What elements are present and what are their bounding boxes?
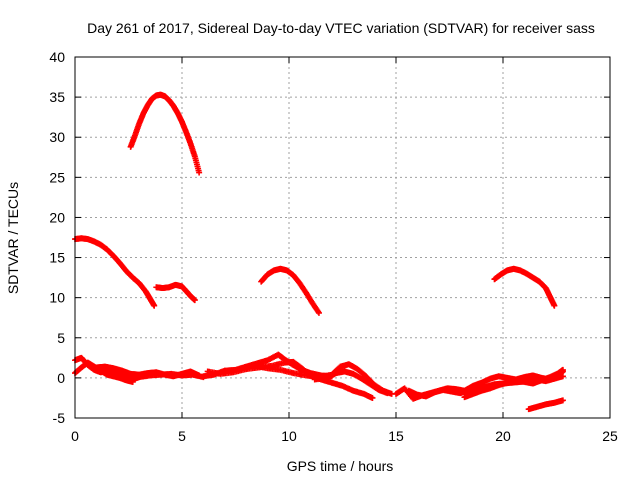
series-base-g	[311, 368, 391, 397]
data-point-marker	[559, 397, 566, 404]
plot-frame	[74, 56, 611, 419]
x-tick-label: 10	[281, 428, 297, 444]
y-tick-label: -5	[53, 410, 66, 426]
y-tick-label: 35	[49, 89, 65, 105]
x-tick-label: 0	[71, 428, 79, 444]
series-base-i	[405, 373, 566, 400]
axis-ticks: 0 5 10 15 20 25 -5 0 5 10 15 20 25 30 35 40	[49, 49, 618, 444]
x-tick-label: 15	[388, 428, 404, 444]
x-tick-label: 20	[495, 428, 511, 444]
data-point-marker	[196, 169, 203, 176]
y-tick-label: 0	[57, 370, 65, 386]
data-point-marker	[315, 309, 322, 316]
series-arc-mid	[258, 265, 322, 316]
data-point-marker	[196, 372, 203, 379]
series-base-k	[525, 397, 566, 413]
data-point-marker	[191, 297, 198, 304]
x-axis-label: GPS time / hours	[287, 458, 394, 474]
y-tick-label: 40	[49, 49, 65, 65]
y-tick-label: 20	[49, 209, 65, 225]
data-point-marker	[551, 302, 558, 309]
series-base-b	[72, 359, 136, 385]
x-tick-label: 5	[178, 428, 186, 444]
series-arc-right	[491, 265, 558, 309]
y-axis-label: SDTVAR / TECUs	[5, 182, 21, 294]
x-tick-label: 25	[602, 428, 618, 444]
y-tick-label: 25	[49, 169, 65, 185]
chart-title: Day 261 of 2017, Sidereal Day-to-day VTE…	[87, 20, 595, 36]
series-arc-left	[72, 235, 158, 309]
y-tick-label: 5	[57, 330, 65, 346]
y-tick-label: 10	[49, 290, 65, 306]
data-point-marker	[151, 302, 158, 309]
data-point-marker	[369, 394, 376, 401]
y-tick-label: 15	[49, 250, 65, 266]
data-point-marker	[559, 366, 566, 373]
plot-markers	[72, 91, 566, 413]
series-arc-high	[127, 91, 203, 176]
data-point-marker	[559, 373, 566, 380]
data-point-marker	[384, 390, 391, 397]
data-point-marker	[129, 378, 136, 385]
series-arc-small	[153, 281, 198, 304]
y-tick-label: 30	[49, 129, 65, 145]
series-base-j	[461, 366, 566, 401]
series-base-c	[93, 363, 203, 380]
